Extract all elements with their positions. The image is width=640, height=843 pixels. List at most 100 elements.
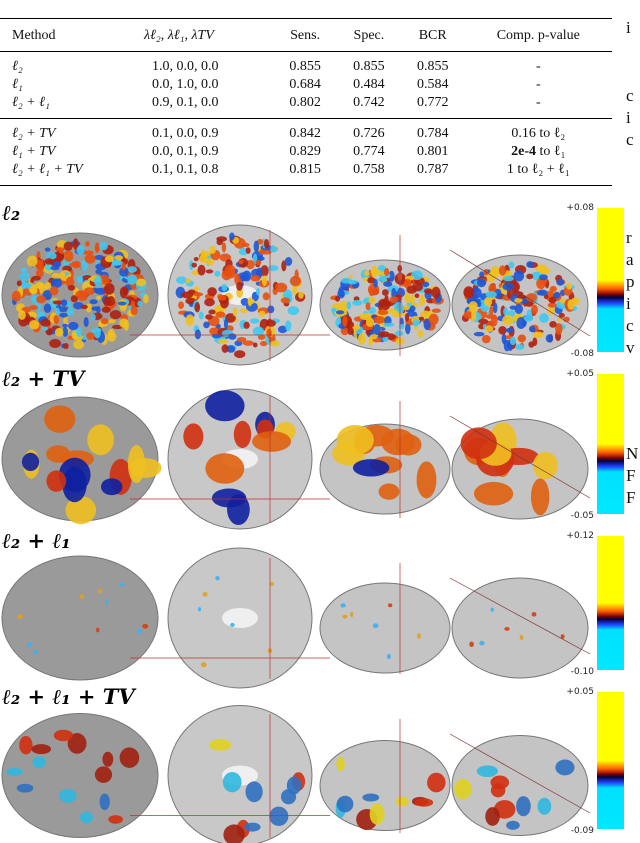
activation-blob [215,311,226,318]
activation-blob [40,318,51,327]
activation-blob [209,327,220,336]
activation-blob [341,277,352,284]
activation-blob [117,301,127,306]
activation-blob [409,305,416,312]
activation-blob [252,431,292,452]
brain-view [451,735,589,836]
activation-blob [365,302,371,311]
table-row: ℓ₂ + ℓ₁ + TV 0.1, 0.1, 0.8 0.815 0.758 0.787… [0,161,612,186]
activation-blob [70,295,78,303]
activation-blob [479,271,485,278]
activation-blob [549,321,557,328]
activation-blob [86,332,95,340]
p-value: - [465,94,612,119]
activation-blob [533,331,544,338]
method: ℓ₂ + TV [12,126,56,141]
activation-blob [207,287,217,297]
column-header: Sens. [290,28,321,43]
crosshair [449,733,591,814]
activation-blob [245,781,263,803]
activation-blob [336,756,345,772]
activation-blob [43,303,52,313]
activation-blob [384,295,389,304]
activation-blob [205,453,245,484]
activation-blob [547,302,557,308]
p-value-reference: to ℓ₂ [539,126,566,141]
activation-blob [298,291,304,299]
activation-blob [107,319,116,324]
activation-blob [549,285,557,293]
cell: 0.815 [289,162,321,177]
activation-blob [95,269,102,275]
activation-blob [176,276,188,284]
activation-blob [548,296,557,304]
activation-blob [517,334,527,343]
activation-blob [285,320,292,332]
activation-blob [85,303,92,313]
activation-blob [230,622,235,627]
activation-blob [498,265,507,276]
p-value-number: - [535,77,541,92]
activation-blob [97,589,103,594]
activation-blob [119,299,128,312]
p-value-reference: to ℓ₁ [539,144,566,159]
activation-blob [397,304,404,314]
activation-blob [277,325,288,334]
activation-blob [481,334,491,344]
activation-blob [476,765,499,778]
activation-blob [265,319,277,327]
activation-blob [63,317,68,325]
activation-blob [485,314,497,320]
cell: 0.801 [416,144,449,159]
cell: 0.855 [353,59,385,74]
cell: 0.855 [289,59,321,74]
activation-blob [347,327,354,335]
activation-blob [372,623,379,629]
activation-blob [227,494,250,526]
activation-blob [387,603,393,608]
activation-blob [104,283,115,295]
margin-fragment: p [626,272,635,291]
activation-blob [114,255,124,261]
colorbar [597,692,624,829]
activation-blob [539,313,549,323]
activation-blob [431,308,441,313]
p-value: - [465,76,612,94]
brain-view [1,555,159,681]
colorbar [597,374,624,514]
activation-blob [553,291,561,299]
activation-blob [383,322,395,327]
activation-blob [414,798,434,807]
activation-blob [275,282,288,293]
activation-blob [506,820,520,830]
activation-blob [502,315,514,326]
activation-blob [473,481,514,506]
activation-blob [531,612,537,617]
activation-blob [531,304,538,315]
activation-blob [82,250,94,255]
activation-blob [247,298,255,305]
activation-blob [100,478,123,496]
activation-blob [463,286,475,299]
activation-blob [485,807,500,826]
activation-blob [253,240,259,253]
p-value: 2e-4 to ℓ₁ [465,143,612,161]
activation-blob [517,294,527,299]
activation-blob [193,257,199,262]
activation-blob [209,739,232,751]
activation-blob [60,299,68,307]
activation-blob [94,246,100,252]
activation-blob [46,252,57,260]
activation-blob [350,611,354,618]
activation-blob [28,305,39,311]
activation-blob [232,307,238,317]
activation-blob [485,290,497,298]
margin-fragment: v [626,338,635,357]
activation-blob [54,327,64,337]
activation-blob [64,271,69,277]
activation-blob [249,318,260,324]
activation-blob [32,756,46,769]
activation-blob [85,241,90,247]
activation-blob [384,268,390,276]
activation-blob [217,338,229,344]
